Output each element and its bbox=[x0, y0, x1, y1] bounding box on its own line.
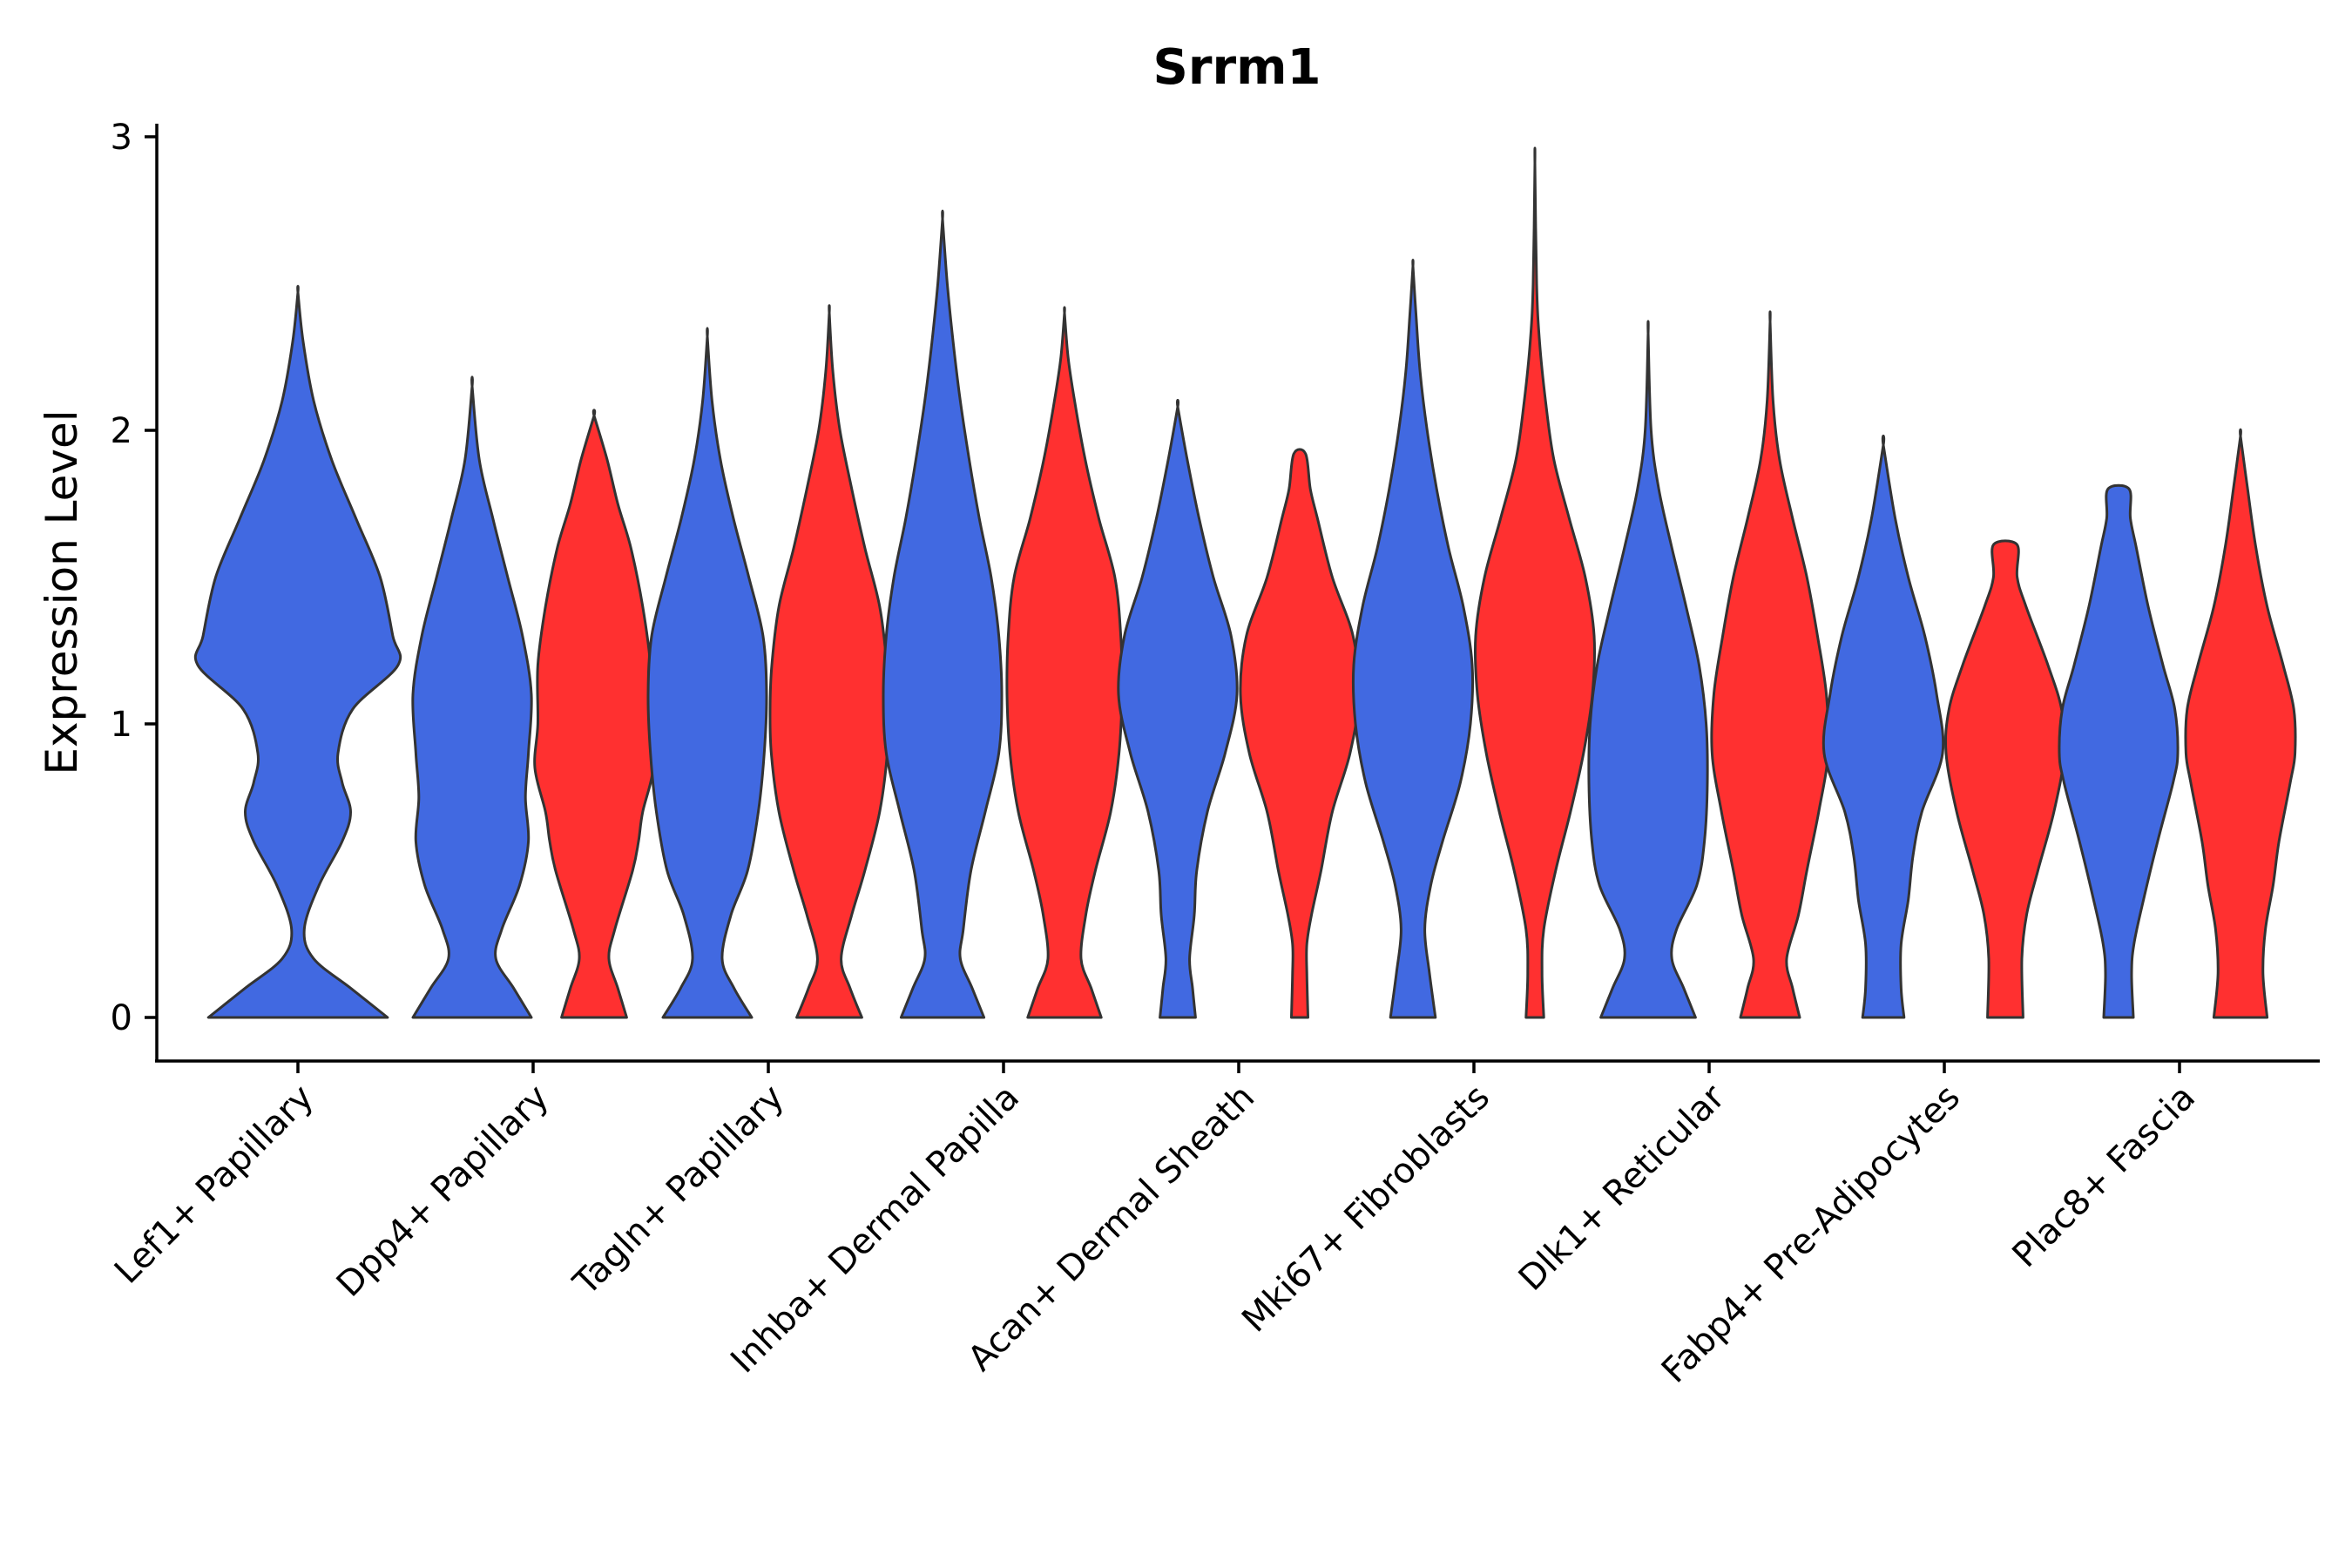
chart-title: Srrm1 bbox=[1153, 39, 1321, 96]
x-tick-label-plac8-fascia: Plac8+ Fascia bbox=[2005, 1078, 2204, 1276]
violin-dpp4-papillary-blue bbox=[411, 375, 533, 1019]
violin-inhba-dermal-papilla-red bbox=[1005, 306, 1124, 1019]
violin-mki67-fibroblasts-blue bbox=[1351, 259, 1475, 1019]
violin-fabp4-pre-adipocytes-blue bbox=[1821, 434, 1945, 1019]
y-tick-label-0: 0 bbox=[111, 998, 132, 1038]
violin-mki67-fibroblasts-red bbox=[1473, 146, 1597, 1019]
violin-fabp4-pre-adipocytes-red bbox=[1943, 539, 2067, 1019]
x-tick-label-dlk1-reticular: Dlk1+ Reticular bbox=[1511, 1077, 1734, 1299]
y-axis-ticks: 0 1 2 3 bbox=[111, 118, 157, 1038]
violin-plac8-fascia-red bbox=[2184, 428, 2297, 1019]
violin-inhba-dermal-papilla-blue bbox=[882, 209, 1004, 1019]
violin-group bbox=[193, 146, 2297, 1019]
x-tick-label-tagln-papillary: Tagln+ Papillary bbox=[565, 1078, 792, 1304]
x-axis-ticks: Lef1+ Papillary Dpp4+ Papillary Tagln+ Pap… bbox=[107, 1061, 2203, 1391]
violin-dlk1-reticular-red bbox=[1710, 310, 1830, 1019]
x-tick-label-dpp4-papillary: Dpp4+ Papillary bbox=[329, 1078, 557, 1305]
violin-dlk1-reticular-blue bbox=[1587, 320, 1709, 1019]
y-tick-label-1: 1 bbox=[111, 705, 132, 745]
violin-dpp4-papillary-red bbox=[533, 409, 655, 1019]
violin-acan-dermal-sheath-blue bbox=[1117, 398, 1239, 1019]
x-tick-label-lef1-papillary: Lef1+ Papillary bbox=[107, 1078, 321, 1292]
y-tick-label-3: 3 bbox=[111, 118, 132, 158]
y-axis-label: Expression Level bbox=[37, 409, 87, 774]
x-tick-label-mki67-fibroblasts: Mki67+ Fibroblasts bbox=[1234, 1078, 1497, 1341]
violin-plac8-fascia-blue bbox=[2058, 483, 2180, 1019]
y-tick-label-2: 2 bbox=[111, 411, 132, 451]
violin-acan-dermal-sheath-red bbox=[1239, 448, 1361, 1019]
violin-tagln-papillary-blue bbox=[646, 327, 768, 1019]
violin-lef1-papillary-blue bbox=[193, 284, 402, 1019]
violin-tagln-papillary-red bbox=[768, 304, 890, 1019]
